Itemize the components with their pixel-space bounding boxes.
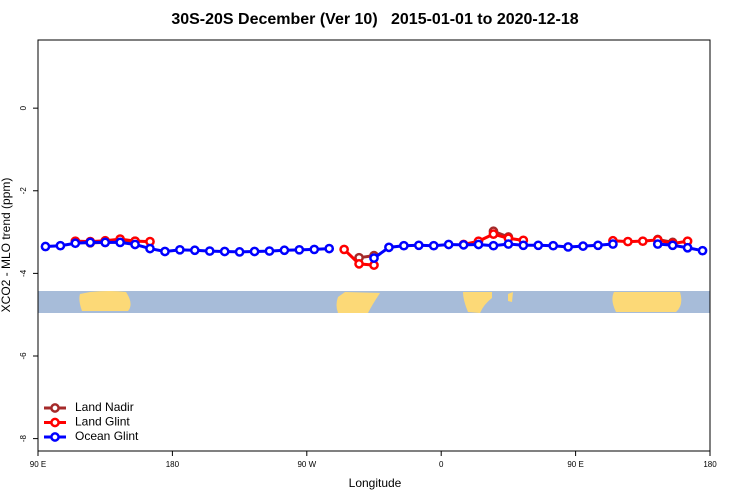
y-axis-label: XCO2 - MLO trend (ppm) [0, 178, 13, 313]
x-tick-label: 90 E [30, 460, 46, 469]
data-point [40, 241, 51, 252]
data-point [175, 244, 185, 255]
data-point [294, 244, 305, 255]
data-point [145, 243, 155, 254]
data-point [473, 239, 484, 250]
data-point [458, 240, 469, 250]
y-tick-label: -4 [19, 269, 28, 277]
data-point [189, 245, 200, 256]
data-point [354, 259, 364, 269]
data-point [339, 244, 349, 255]
x-tick-label: 180 [166, 460, 180, 469]
data-point [55, 240, 66, 251]
data-point [682, 242, 693, 253]
legend-label: Ocean Glint [75, 429, 139, 443]
y-tick-label: -6 [19, 352, 28, 360]
data-point [324, 243, 335, 254]
data-point [518, 240, 529, 251]
data-point [219, 246, 230, 257]
data-point [130, 239, 140, 250]
data-point [488, 229, 499, 239]
data-point [384, 242, 394, 253]
data-point [70, 238, 81, 249]
map-strip [38, 291, 710, 313]
data-point [488, 240, 499, 251]
x-tick-label: 90 W [297, 460, 316, 469]
data-point [667, 240, 678, 251]
x-tick-label: 180 [703, 460, 717, 469]
data-point [548, 240, 559, 251]
data-point [428, 240, 439, 251]
data-point [533, 240, 544, 251]
data-point [85, 237, 96, 248]
y-tick-label: 0 [19, 105, 28, 110]
plot-frame [37, 39, 711, 452]
legend-marker [50, 417, 60, 428]
chart-title: 30S-20S December (Ver 10) 2015-01-01 to … [171, 11, 578, 28]
data-point [279, 245, 290, 256]
y-tick-label: -8 [19, 435, 28, 443]
legend-label: Land Glint [75, 415, 130, 429]
data-point [503, 239, 514, 249]
data-point [369, 253, 379, 263]
x-tick-label: 0 [439, 460, 444, 469]
data-point [637, 236, 648, 247]
data-point [593, 240, 603, 251]
legend-marker [50, 432, 60, 442]
legend-marker [50, 403, 60, 413]
data-point [115, 237, 125, 248]
data-point [623, 236, 633, 247]
data-point [100, 237, 111, 248]
data-point [652, 239, 663, 249]
data-point [204, 246, 215, 256]
x-axis-label: Longitude [349, 476, 402, 490]
data-point [608, 239, 618, 249]
data-point [399, 240, 409, 251]
data-point [443, 239, 454, 250]
data-point [234, 247, 245, 257]
x-tick-label: 90 E [567, 460, 583, 469]
data-point [413, 240, 424, 251]
data-point [309, 244, 320, 255]
data-point [563, 242, 573, 252]
y-tick-label: -2 [19, 187, 28, 195]
data-point [264, 246, 275, 256]
legend-label: Land Nadir [75, 400, 134, 414]
data-point [249, 246, 260, 257]
data-point [697, 245, 708, 256]
data-point [578, 241, 588, 251]
data-point [160, 246, 170, 257]
